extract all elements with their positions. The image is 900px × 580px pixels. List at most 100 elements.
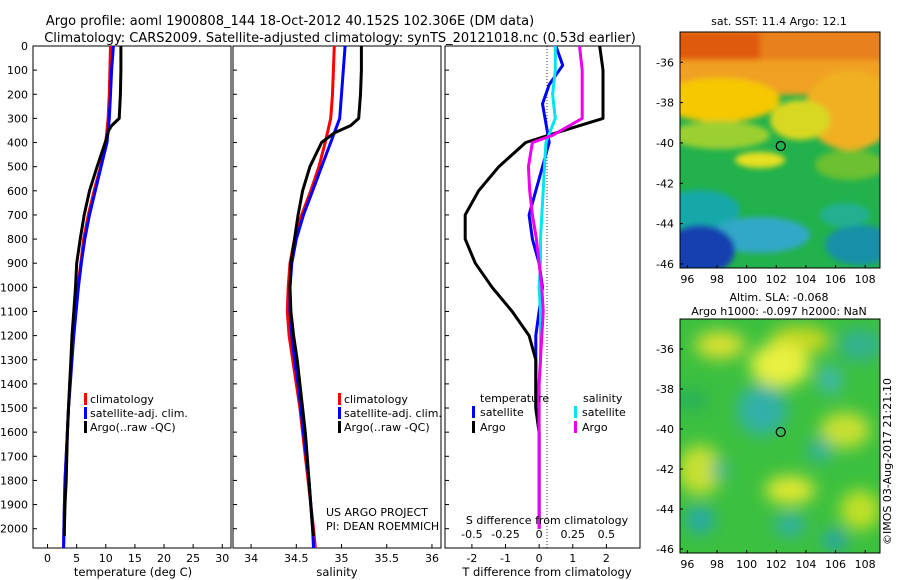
x-tick-label: -2 (466, 552, 477, 565)
pi-label: PI: DEAN ROEMMICH (326, 520, 439, 533)
difference-panel-frame (444, 45, 641, 549)
depth-tick-label: 500 (7, 161, 28, 174)
temperature-legend: climatology satellite-adj. clim. Argo(..… (84, 393, 188, 434)
s-tick-label: 0.25 (561, 528, 586, 541)
legend-swatch-argo (84, 421, 87, 433)
legend-heading-salinity: salinity (583, 392, 623, 405)
sst-field (680, 32, 880, 268)
map-x-tick-label: 98 (710, 273, 724, 286)
x-tick-label: 5 (73, 552, 80, 565)
map-x-tick-label: 106 (825, 273, 846, 286)
legend-label-argo: Argo(..raw -QC) (90, 421, 176, 434)
legend-swatch-climatology (338, 393, 341, 405)
map-y-tick-label: -42 (656, 463, 674, 476)
map-y-tick-label: -44 (656, 503, 674, 516)
series-line-climatology (62, 46, 112, 548)
map-y-tick-label: -36 (656, 343, 674, 356)
legend-label-s-argo: Argo (582, 421, 608, 434)
series-line-satellite-adj-clim- (288, 46, 347, 548)
map-x-tick-label: 102 (766, 558, 787, 571)
map-x-tick-label: 106 (825, 558, 846, 571)
map-y-tick-label: -38 (656, 383, 674, 396)
salinity-legend: climatology satellite-adj. clim. Argo(..… (338, 393, 442, 434)
sst-map-title: sat. SST: 11.4 Argo: 12.1 (711, 15, 847, 28)
depth-tick-label: 1600 (0, 426, 28, 439)
salinity-x-label: salinity (316, 565, 357, 579)
x-tick-label: 35.5 (374, 552, 399, 565)
map-x-tick-label: 104 (795, 558, 816, 571)
x-tick-label: 15 (128, 552, 142, 565)
depth-tick-label: 1500 (0, 402, 28, 415)
salinity-x-ticks: 34 34.5 35 35.5 36 (244, 544, 439, 565)
x-tick-label: 0 (536, 552, 543, 565)
depth-tick-label: 100 (7, 64, 28, 77)
x-tick-label: -1 (500, 552, 511, 565)
legend-swatch-s-argo (574, 421, 577, 433)
x-tick-label: 20 (157, 552, 171, 565)
project-label: US ARGO PROJECT (326, 506, 428, 519)
depth-tick-label: 1900 (0, 499, 28, 512)
figure-title-line-1: Argo profile: aoml 1900808_144 18-Oct-20… (46, 14, 534, 29)
depth-axis: 0 100 200 300 400 500 600 700 800 900 1000 1100 1200… (0, 40, 449, 536)
map-y-tick-label: -36 (656, 56, 674, 69)
x-tick-label: 30 (215, 552, 229, 565)
legend-label-climatology: climatology (344, 393, 408, 406)
map-y-tick-label: -42 (656, 177, 674, 190)
legend-label-s-satellite: satellite (582, 406, 626, 419)
map-x-tick-label: 96 (680, 558, 694, 571)
x-tick-label: 10 (99, 552, 113, 565)
depth-tick-label: 200 (7, 88, 28, 101)
sst-map-ticks: 96 98 100 102 104 106 108 -36 -38 -40 -42 -44 -46 (656, 56, 876, 286)
x-tick-label: 25 (186, 552, 200, 565)
depth-tick-label: 800 (7, 233, 28, 246)
difference-series (463, 46, 605, 529)
s-difference-label: S difference from climatology (466, 514, 629, 527)
depth-tick-label: 1800 (0, 474, 28, 487)
legend-label-satellite: satellite-adj. clim. (90, 407, 188, 420)
depth-tick-label: 1300 (0, 354, 28, 367)
t-difference-x-ticks: -2 -1 0 1 2 (466, 544, 610, 565)
x-tick-label: 2 (603, 552, 610, 565)
map-x-tick-label: 100 (736, 273, 757, 286)
sla-map-ticks: 96 98 100 102 104 106 108 -36 -38 -40 -42 -44 -46 (656, 343, 876, 571)
s-tick-label: -0.5 (461, 528, 482, 541)
map-x-tick-label: 96 (680, 273, 694, 286)
legend-label-t-satellite: satellite (480, 406, 524, 419)
legend-label-satellite: satellite-adj. clim. (344, 407, 442, 420)
argo-location-marker (775, 140, 786, 152)
legend-swatch-climatology (84, 393, 87, 405)
x-tick-label: 35 (335, 552, 349, 565)
legend-swatch-satellite (84, 407, 87, 419)
temperature-panel-frame (32, 45, 232, 549)
legend-swatch-t-argo (472, 421, 475, 433)
depth-tick-label: 1700 (0, 450, 28, 463)
argo-location-marker (775, 426, 786, 438)
sla-map-frame (679, 318, 881, 554)
legend-label-t-argo: Argo (480, 421, 506, 434)
depth-tick-label: 1400 (0, 378, 28, 391)
depth-tick-label: 400 (7, 137, 28, 150)
salinity-panel-frame (232, 45, 442, 549)
map-y-tick-label: -46 (656, 543, 674, 556)
s-tick-label: -0.25 (491, 528, 519, 541)
map-x-tick-label: 102 (766, 273, 787, 286)
series-line-satellite-adj-clim- (62, 46, 115, 548)
map-y-tick-label: -40 (656, 423, 674, 436)
depth-tick-label: 2000 (0, 523, 28, 536)
difference-legend: temperature salinity satellite Argo sate… (472, 392, 626, 434)
depth-tick-label: 1000 (0, 281, 28, 294)
imos-timestamp: ©IMOS 03-Aug-2017 21:21:10 (881, 378, 894, 545)
series-line-salinity-argo (526, 46, 584, 529)
depth-tick-label: 900 (7, 257, 28, 270)
map-x-tick-label: 100 (736, 558, 757, 571)
x-tick-label: 34 (244, 552, 258, 565)
legend-label-climatology: climatology (90, 393, 154, 406)
x-tick-label: 36 (425, 552, 439, 565)
s-tick-label: 0 (536, 528, 543, 541)
map-y-tick-label: -46 (656, 258, 674, 271)
map-y-tick-label: -40 (656, 137, 674, 150)
depth-tick-label: 1200 (0, 330, 28, 343)
map-x-tick-label: 104 (795, 273, 816, 286)
depth-tick-label: 700 (7, 209, 28, 222)
legend-swatch-t-satellite (472, 406, 475, 418)
